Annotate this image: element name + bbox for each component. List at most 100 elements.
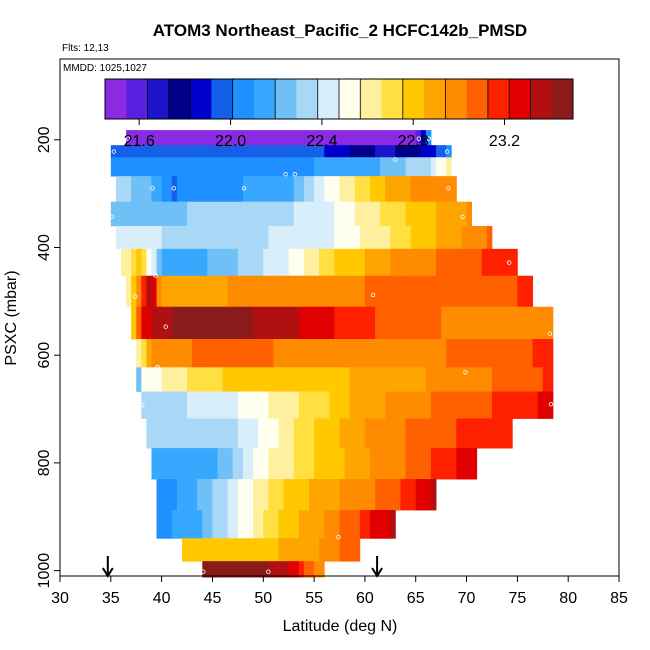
heatmap-cell [293, 201, 300, 227]
heatmap-cell [410, 176, 417, 203]
heatmap-cell [451, 201, 457, 227]
heatmap-cell [258, 339, 264, 368]
heatmap-cell [242, 448, 249, 480]
heatmap-cell [263, 225, 269, 250]
heatmap-cell [227, 130, 234, 146]
heatmap-cell [202, 145, 208, 158]
heatmap-cell [364, 418, 371, 449]
heatmap-cell [334, 176, 340, 203]
heatmap-cell [217, 367, 224, 392]
heatmap-cell [278, 339, 284, 368]
heatmap-cell [227, 479, 234, 511]
heatmap-cell [425, 418, 432, 449]
x-tick-label: 40 [153, 590, 171, 607]
heatmap-cell [420, 418, 427, 449]
y-tick-label: 800 [36, 449, 53, 476]
data-point [426, 136, 432, 141]
heatmap-cell [329, 130, 335, 146]
heatmap-cell [349, 510, 356, 539]
heatmap-cell [497, 367, 503, 392]
heatmap-cell [375, 418, 381, 449]
heatmap-cell [212, 176, 218, 203]
heatmap-cell [354, 538, 361, 562]
heatmap-cell [502, 367, 508, 392]
heatmap-cell [273, 561, 279, 578]
heatmap-cell [242, 225, 249, 250]
heatmap-cell [441, 176, 447, 203]
heatmap-cell [364, 225, 371, 250]
heatmap-cell [456, 306, 462, 340]
heatmap-cell [217, 561, 224, 578]
heatmap-cell [466, 448, 473, 480]
heatmap-cell [380, 391, 386, 419]
heatmap-cell [248, 479, 254, 511]
heatmap-cell [410, 130, 417, 146]
heatmap-cell [166, 201, 173, 227]
heatmap-cell [283, 418, 290, 449]
heatmap-cell [237, 176, 244, 203]
heatmap-cell [202, 248, 208, 277]
heatmap-cell [293, 418, 300, 449]
heatmap-cell [380, 418, 386, 449]
heatmap-cell [395, 145, 401, 158]
heatmap-cell [303, 248, 310, 277]
heatmap-cell [430, 306, 437, 340]
heatmap-cell [258, 479, 264, 511]
heatmap-cell [232, 391, 239, 419]
heatmap-cell [283, 391, 290, 419]
heatmap-cell [237, 538, 244, 562]
heatmap-cell [395, 176, 401, 203]
x-tick-label: 30 [51, 590, 69, 607]
heatmap-cell [253, 538, 259, 562]
heatmap-cell [324, 538, 330, 562]
heatmap-cell [425, 367, 432, 392]
heatmap-cell [288, 145, 295, 158]
heatmap-cell [192, 201, 198, 227]
heatmap-cell [359, 275, 366, 308]
heatmap-cell [542, 367, 549, 392]
heatmap-cell [324, 275, 330, 308]
heatmap-cell [171, 418, 178, 449]
heatmap-cell [430, 145, 437, 158]
heatmap-cell [166, 339, 173, 368]
heatmap-cell [369, 275, 376, 308]
heatmap-cell [217, 418, 224, 449]
heatmap-cell [197, 367, 203, 392]
heatmap-cell [507, 339, 513, 368]
heatmap-cell [430, 448, 437, 480]
heatmap-cell [181, 275, 188, 308]
heatmap-cell [324, 201, 330, 227]
heatmap-cell [319, 479, 325, 511]
x-tick-label: 60 [356, 590, 374, 607]
heatmap-cell [314, 145, 320, 158]
heatmap-cell [171, 275, 178, 308]
heatmap-cell [248, 248, 254, 277]
heatmap-cell [293, 510, 300, 539]
heatmap-cell [141, 130, 147, 146]
heatmap-cell [314, 201, 320, 227]
y-axis-label: PSXC (mbar) [3, 270, 20, 365]
heatmap-cell [390, 176, 396, 203]
heatmap-cell [542, 339, 549, 368]
heatmap-cell [187, 306, 193, 340]
heatmap-cell [329, 339, 335, 368]
heatmap-cell [314, 418, 320, 449]
heatmap-cell [309, 306, 315, 340]
colorbar-tick-label: 22.8 [398, 133, 429, 150]
heatmap-cell [197, 248, 203, 277]
data-point [201, 569, 206, 574]
heatmap-cell [258, 367, 264, 392]
heatmap-cell [187, 479, 193, 511]
heatmap-cell [466, 201, 473, 227]
heatmap-cell [400, 418, 406, 449]
heatmap-cell [166, 367, 173, 392]
data-point [163, 324, 168, 329]
heatmap-cell [171, 367, 178, 392]
heatmap-cell [324, 479, 330, 511]
heatmap-cell [217, 176, 224, 203]
heatmap-cell [415, 339, 422, 368]
heatmap-cell [273, 418, 279, 449]
heatmap-cell [349, 275, 356, 308]
heatmap-cell [288, 479, 295, 511]
heatmap-cell [390, 275, 396, 308]
